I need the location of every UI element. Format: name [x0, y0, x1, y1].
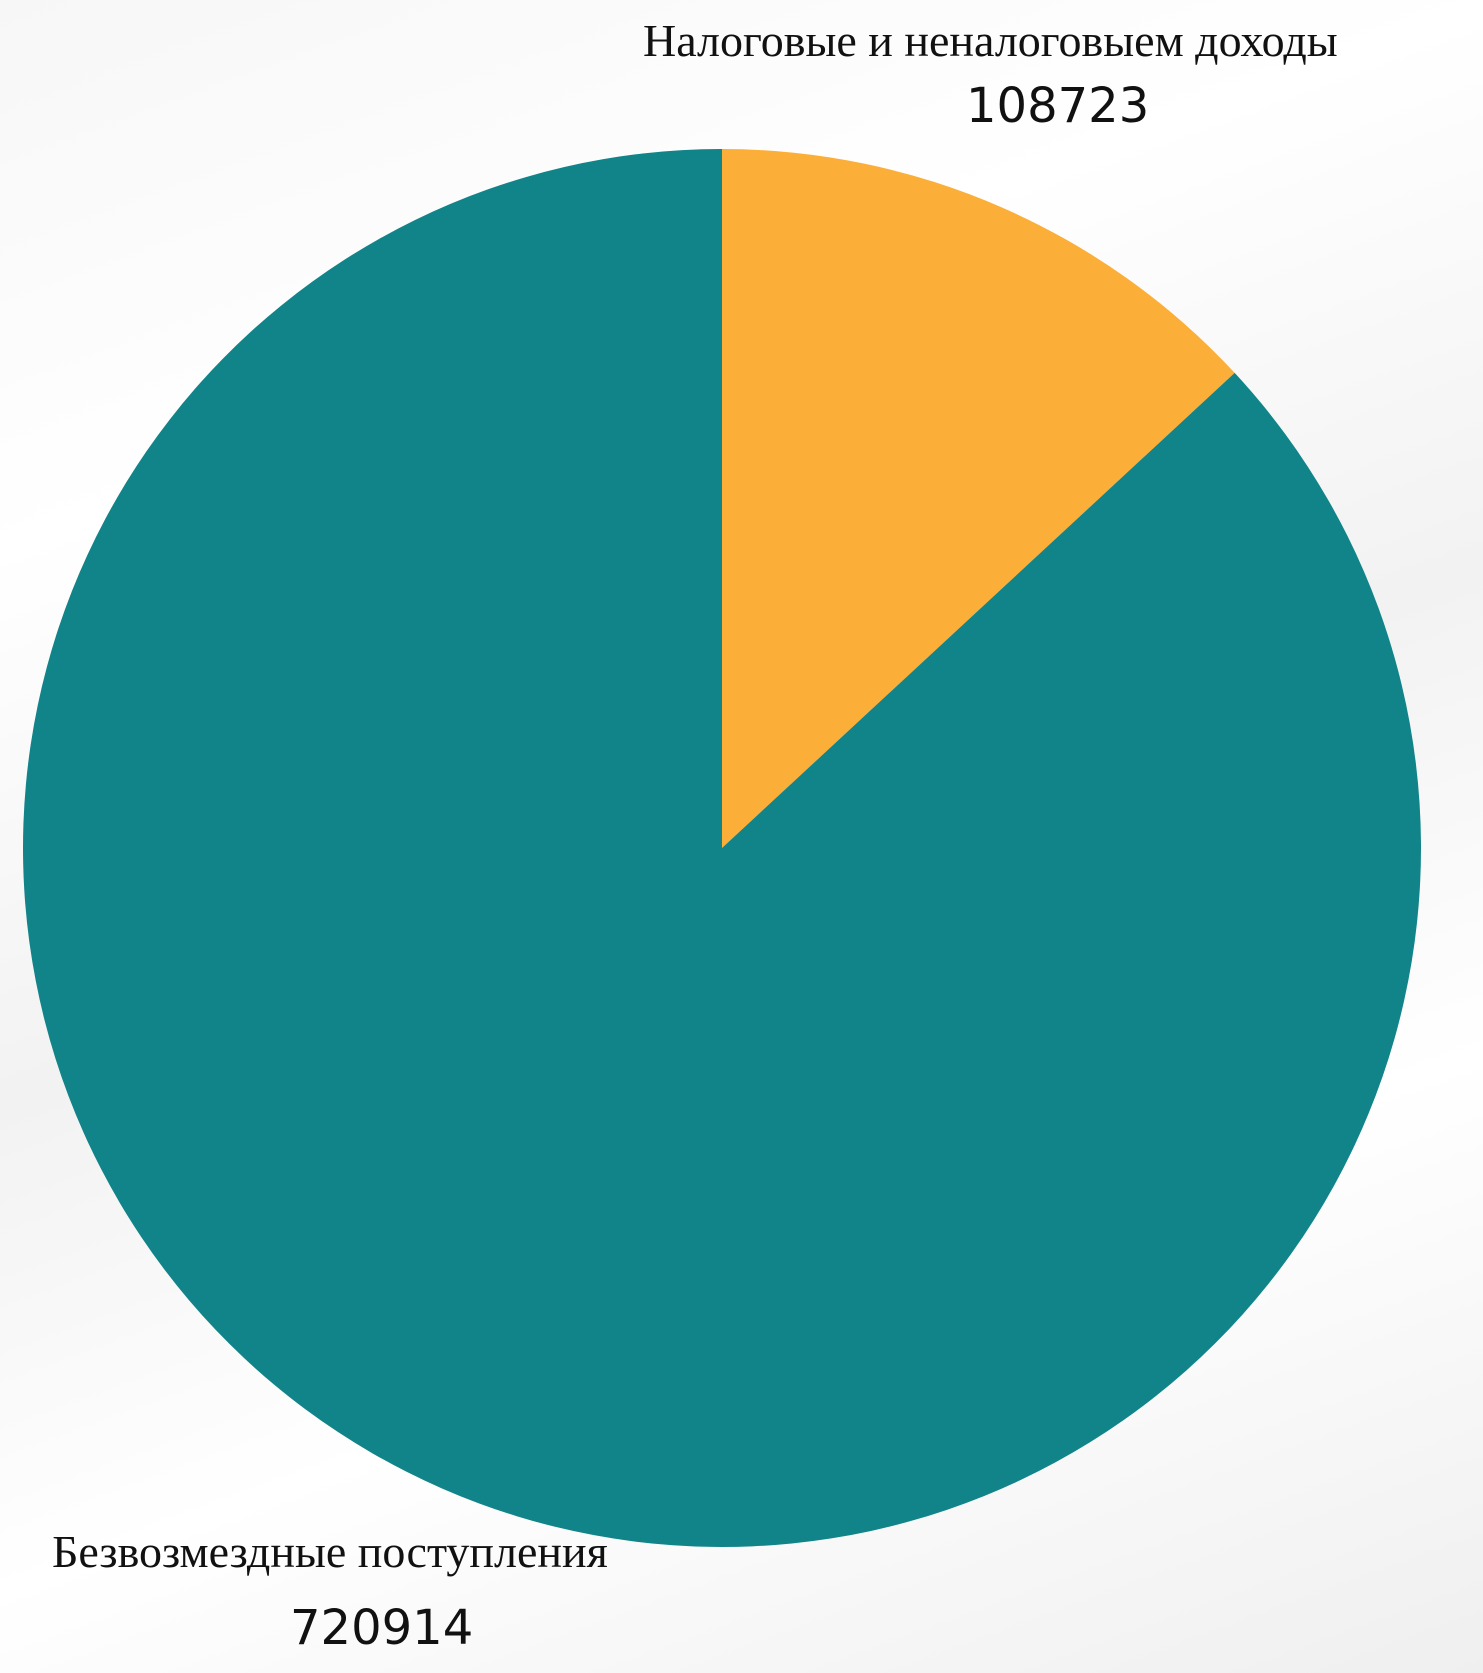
slice-label-gratuitous-receipts: Безвозмездные поступления [52, 1526, 608, 1577]
slice-value-tax-income: 108723 [966, 78, 1150, 134]
pie-slice-tax-income [722, 149, 1235, 848]
slice-label-tax-income: Налоговые и неналоговыем доходы [643, 15, 1338, 66]
slice-value-gratuitous-receipts: 720914 [290, 1600, 474, 1656]
pie-slice-gratuitous-receipts [22, 149, 1421, 1547]
